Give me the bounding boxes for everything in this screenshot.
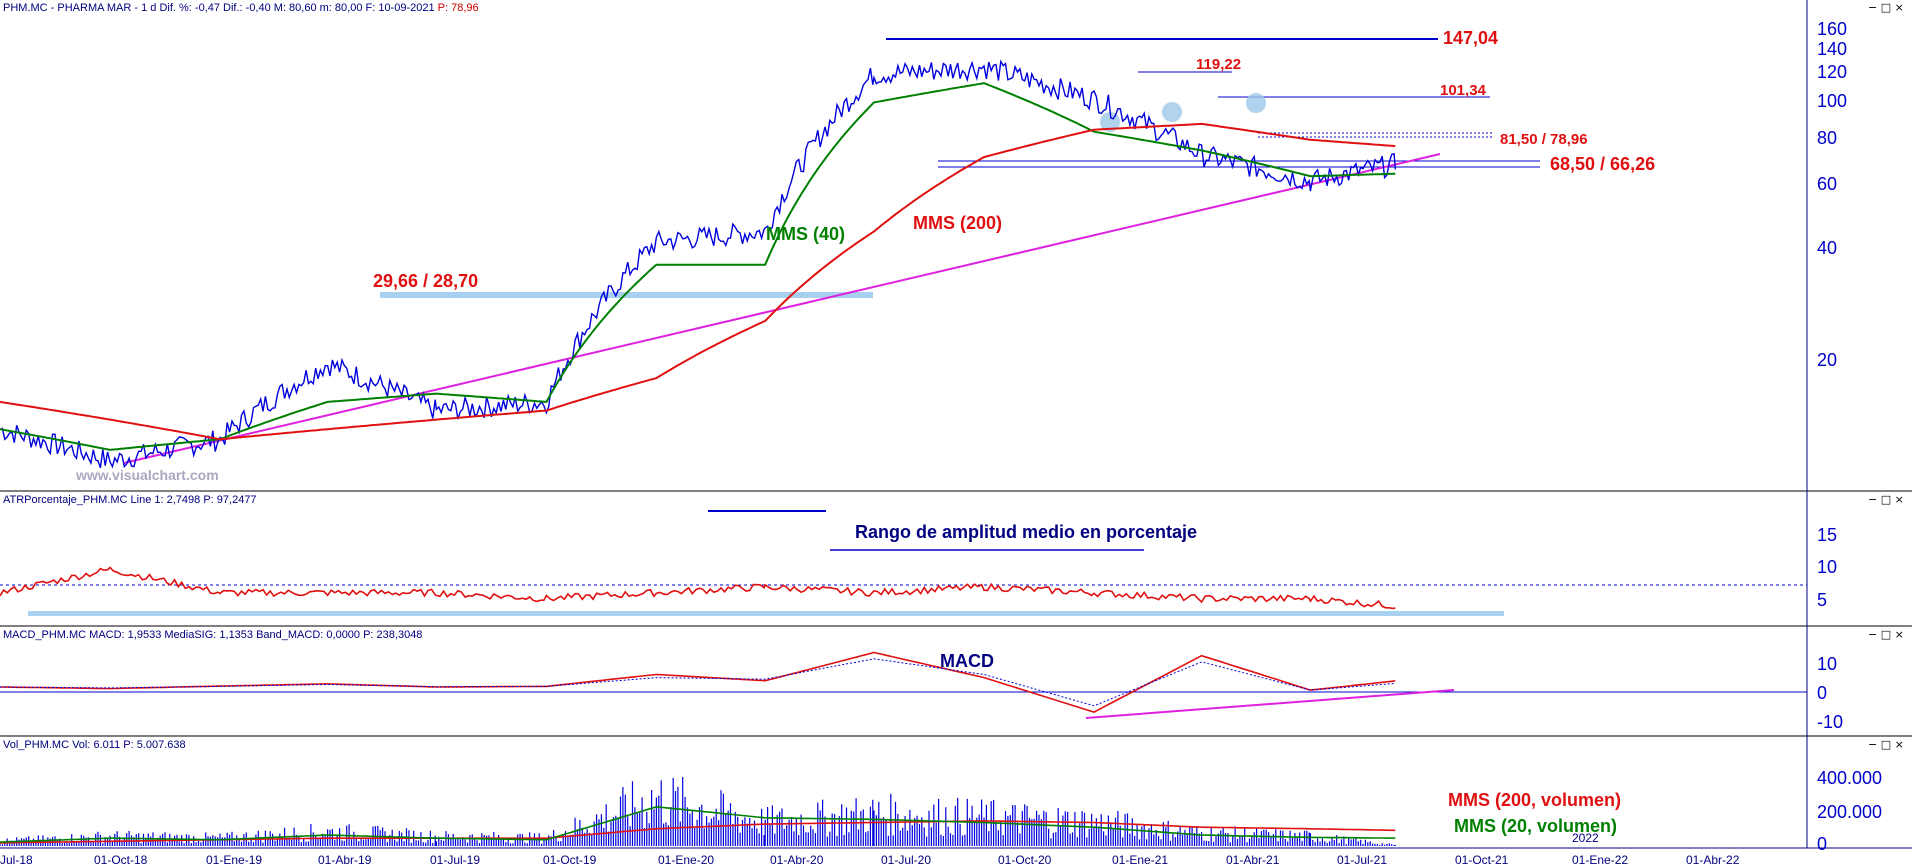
support-band-29 — [380, 292, 873, 298]
atr-window-buttons[interactable]: − □ × — [1868, 493, 1904, 506]
price-ytick: 100 — [1817, 91, 1847, 111]
volume-ytick: 400.000 — [1817, 768, 1882, 788]
price-ytick: 120 — [1817, 62, 1847, 82]
xtick: 01-Jul-19 — [430, 853, 480, 867]
level-label-81: 81,50 / 78,96 — [1500, 131, 1588, 148]
touch-circle — [1246, 93, 1266, 113]
volume-plot — [0, 777, 1396, 846]
price-ytick: 20 — [1817, 350, 1837, 370]
macd-series-0 — [0, 651, 1396, 713]
price-panel-header: PHM.MC - PHARMA MAR - 1 d Dif. %: -0,47 … — [3, 2, 479, 14]
price-plot — [0, 59, 1396, 469]
price-ytick: 140 — [1817, 39, 1847, 59]
price-y-axis: 160 140 120 100 80 60 40 20 — [1817, 19, 1847, 370]
volume-panel-header: Vol_PHM.MC Vol: 6.011 P: 5.007.638 — [3, 739, 186, 751]
price-ytick: 80 — [1817, 128, 1837, 148]
level-label-101: 101,34 — [1440, 82, 1487, 99]
macd-ytick: 10 — [1817, 654, 1837, 674]
xtick: 2022 — [1572, 831, 1599, 845]
level-label-119: 119,22 — [1196, 56, 1241, 73]
price-series-2 — [0, 122, 1396, 441]
xtick: 01-Jul-21 — [1337, 853, 1387, 867]
xtick: 01-Ene-21 — [1112, 853, 1168, 867]
annotations: 147,04 119,22 101,34 81,50 / 78,96 68,50… — [75, 28, 1655, 836]
svg-text:− □ ×: − □ × — [1868, 738, 1904, 751]
macd-panel-header: MACD_PHM.MC MACD: 1,9533 MediaSIG: 1,135… — [3, 629, 422, 641]
price-series-1 — [0, 82, 1396, 451]
xtick: 01-Abr-22 — [1686, 853, 1740, 867]
macd-ytick: 0 — [1817, 683, 1827, 703]
svg-text:− □ ×: − □ × — [1868, 493, 1904, 506]
atr-ytick: 5 — [1817, 590, 1827, 610]
macd-plot — [0, 651, 1396, 713]
drawing-layer — [0, 38, 1807, 719]
xtick: 01-Abr-19 — [318, 853, 372, 867]
xtick: 01-Abr-21 — [1226, 853, 1280, 867]
price-window-buttons[interactable]: − □ × — [1868, 1, 1904, 14]
level-label-68: 68,50 / 66,26 — [1550, 154, 1655, 174]
panel-separators — [0, 0, 1912, 849]
macd-ytick: -10 — [1817, 712, 1843, 732]
xtick: 01-Abr-20 — [770, 853, 824, 867]
atr-panel-header: ATRPorcentaje_PHM.MC Line 1: 2,7498 P: 9… — [3, 494, 257, 506]
volume-window-buttons[interactable]: − □ × — [1868, 738, 1904, 751]
xtick: 01-Oct-18 — [94, 853, 148, 867]
level-label-29: 29,66 / 28,70 — [373, 271, 478, 291]
atr-ytick: 10 — [1817, 557, 1837, 577]
atr-plot — [0, 566, 1396, 610]
touch-circle — [1162, 102, 1182, 122]
xtick: 01-Jul-20 — [881, 853, 931, 867]
xtick: 01-Ene-19 — [206, 853, 262, 867]
xtick: 01-Ene-20 — [658, 853, 714, 867]
mms40-label: MMS (40) — [766, 224, 845, 244]
macd-y-axis: 10 0 -10 — [1817, 654, 1843, 732]
atr-series — [0, 566, 1396, 610]
price-ytick: 160 — [1817, 19, 1847, 39]
price-ytick: 60 — [1817, 174, 1837, 194]
vol-ma20-label: MMS (20, volumen) — [1454, 816, 1617, 836]
volume-ma-1 — [0, 805, 1396, 843]
mms200-label: MMS (200) — [913, 213, 1002, 233]
xtick: 01-Oct-21 — [1455, 853, 1509, 867]
volume-ytick: 0 — [1817, 834, 1827, 854]
macd-window-buttons[interactable]: − □ × — [1868, 628, 1904, 641]
macd-title: MACD — [940, 651, 994, 671]
x-axis: Jul-18 01-Oct-18 01-Ene-19 01-Abr-19 01-… — [0, 831, 1740, 867]
level-label-147: 147,04 — [1443, 28, 1498, 48]
xtick: Jul-18 — [0, 853, 33, 867]
price-series-0 — [0, 59, 1396, 469]
xtick: 01-Oct-19 — [543, 853, 597, 867]
volume-y-axis: 400.000 200.000 0 — [1817, 768, 1882, 854]
atr-title: Rango de amplitud medio en porcentaje — [855, 522, 1197, 542]
svg-text:− □ ×: − □ × — [1868, 1, 1904, 14]
macd-trendline — [1085, 689, 1455, 719]
vol-ma200-label: MMS (200, volumen) — [1448, 790, 1621, 810]
atr-y-axis: 15 10 5 — [1817, 525, 1837, 610]
atr-ytick: 15 — [1817, 525, 1837, 545]
xtick: 01-Ene-22 — [1572, 853, 1628, 867]
volume-ytick: 200.000 — [1817, 802, 1882, 822]
price-ytick: 40 — [1817, 238, 1837, 258]
watermark: www.visualchart.com — [75, 467, 219, 483]
xtick: 01-Oct-20 — [998, 853, 1052, 867]
atr-support-band — [28, 611, 1504, 616]
long-term-trendline — [123, 153, 1441, 464]
svg-text:− □ ×: − □ × — [1868, 628, 1904, 641]
